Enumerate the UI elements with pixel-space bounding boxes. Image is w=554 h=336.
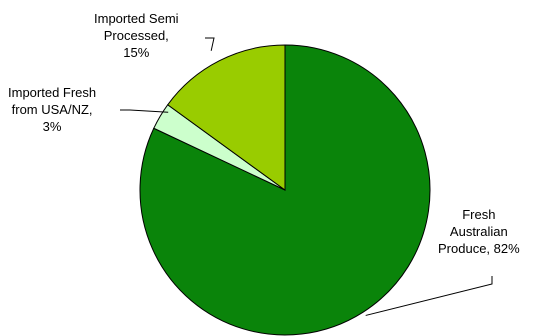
slice-label-line: 15% xyxy=(123,45,150,60)
slice-label-line: Imported Fresh xyxy=(8,85,97,100)
slice-label-imported-semi-processed: Imported Semi Processed, 15% xyxy=(94,10,179,61)
slice-imported-semi-processed xyxy=(166,44,286,191)
leader-line-fresh-australian-produce xyxy=(365,276,493,316)
leader-line-imported-semi-processed xyxy=(205,37,215,51)
slice-label-line: Imported Semi xyxy=(94,11,179,26)
slice-label-fresh-australian-produce: Fresh Australian Produce, 82% xyxy=(438,206,520,257)
slice-label-line: from USA/NZ, xyxy=(11,102,93,117)
slice-label-imported-fresh: Imported Fresh from USA/NZ, 3% xyxy=(8,84,96,135)
slice-label-line: Processed, xyxy=(103,28,169,43)
slice-label-line: 3% xyxy=(42,119,62,134)
slice-label-line: Australian xyxy=(449,224,508,239)
slice-label-line: Fresh xyxy=(462,207,496,222)
leader-line-imported-fresh xyxy=(120,109,169,113)
slice-label-line: Produce, 82% xyxy=(438,241,520,256)
